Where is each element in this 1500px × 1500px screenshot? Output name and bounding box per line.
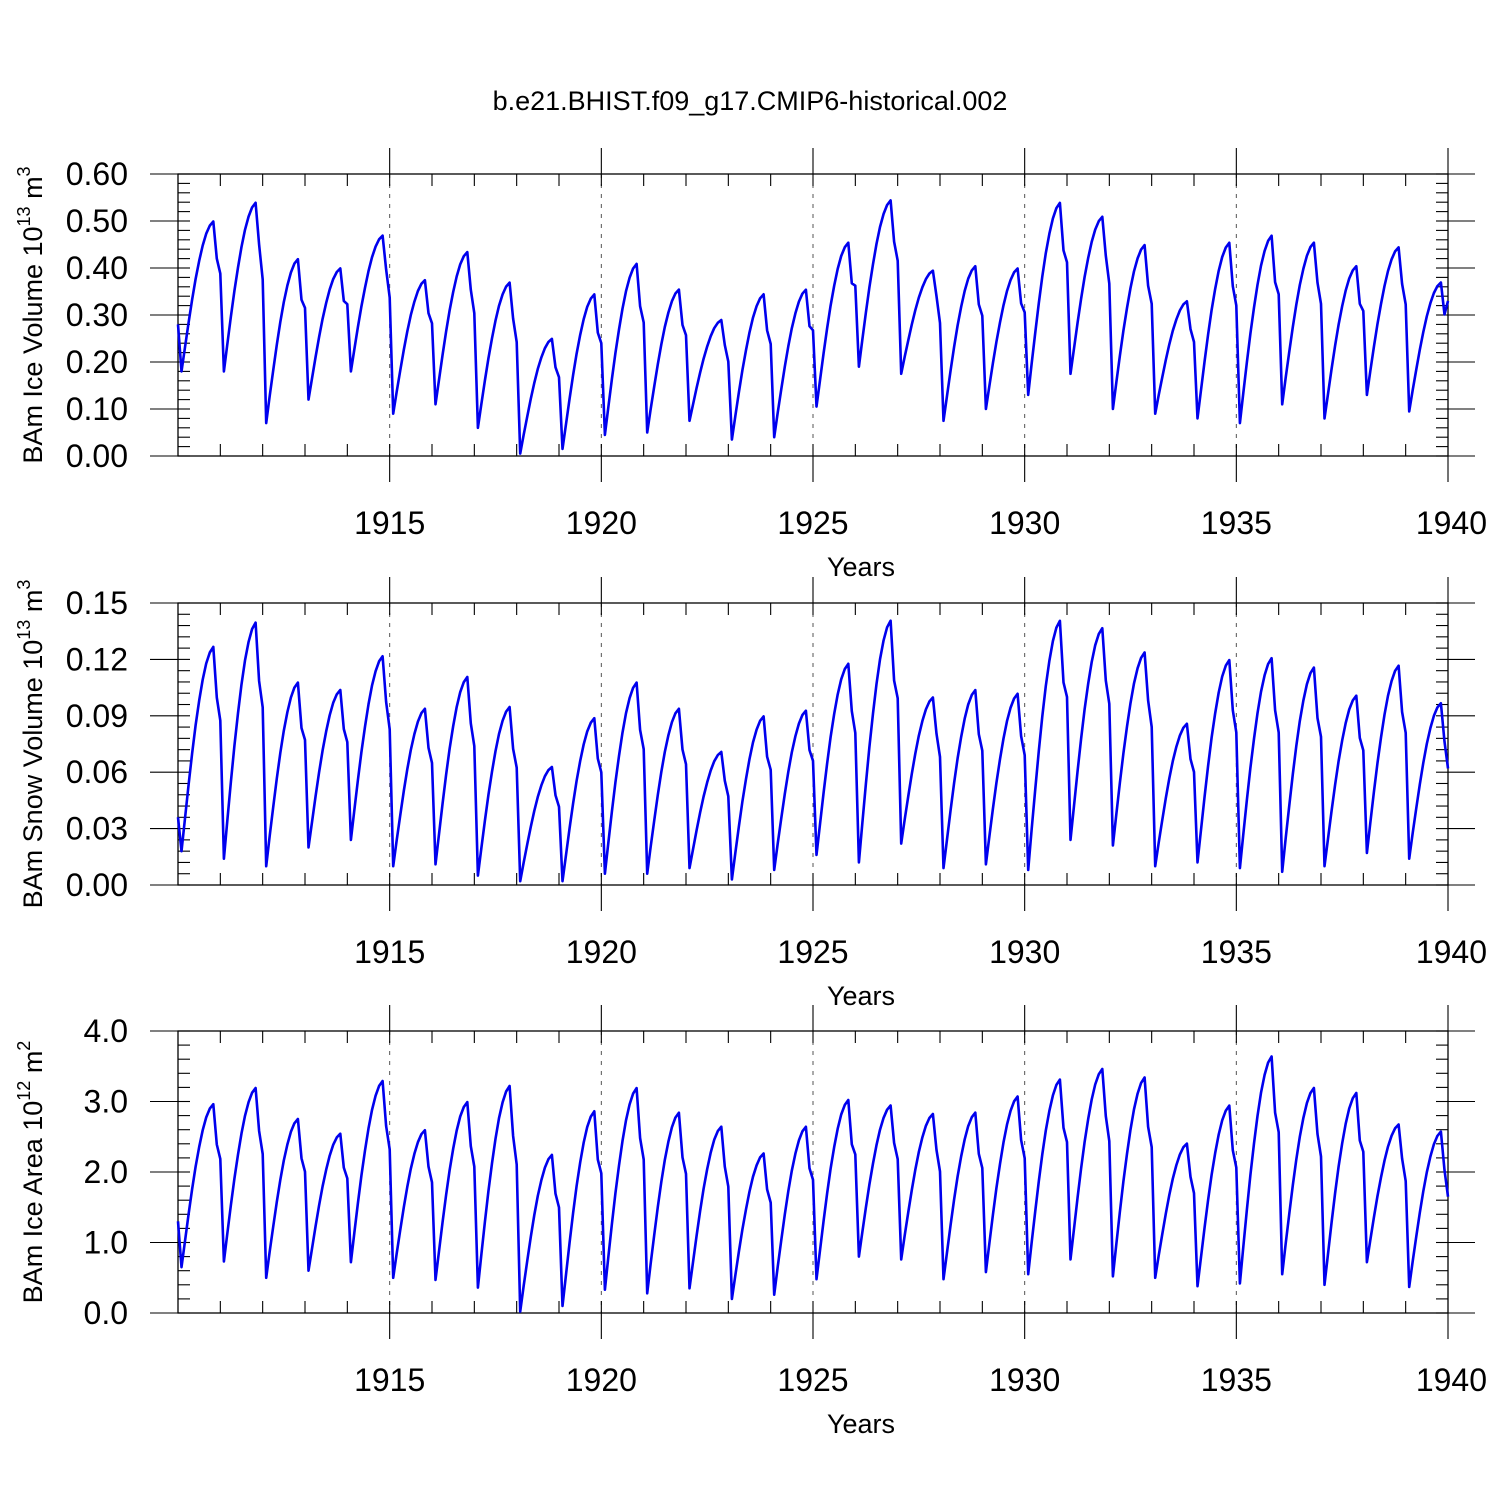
y-axis-label-unit-exponent: 3 bbox=[14, 580, 34, 590]
x-tick-label: 1940 bbox=[1416, 505, 1487, 541]
y-tick-label: 0.03 bbox=[66, 811, 128, 847]
y-tick-label: 0.12 bbox=[66, 641, 128, 677]
x-tick-label: 1925 bbox=[777, 505, 848, 541]
y-axis-label-exponent: 13 bbox=[14, 620, 34, 640]
y-axis-label-unit-exponent: 2 bbox=[14, 1041, 34, 1051]
x-tick-label: 1935 bbox=[1201, 505, 1272, 541]
x-tick-label: 1915 bbox=[354, 934, 425, 970]
y-tick-label: 0.0 bbox=[84, 1295, 128, 1331]
y-axis-label-exponent: 13 bbox=[14, 206, 34, 226]
x-tick-label: 1930 bbox=[989, 1362, 1060, 1398]
y-axis-label-exponent: 12 bbox=[14, 1081, 34, 1101]
series-line bbox=[176, 199, 1450, 455]
y-tick-label: 0.06 bbox=[66, 754, 128, 790]
y-tick-label: 0.40 bbox=[66, 250, 128, 286]
panel-snow-volume: 0.00 0.03 0.06 0.09 0.12 0.15 1915 1920 1925 1930… bbox=[14, 577, 1487, 1011]
x-axis-label: Years bbox=[827, 1409, 895, 1439]
y-tick-label: 0.09 bbox=[66, 698, 128, 734]
y-tick-label: 0.15 bbox=[66, 585, 128, 621]
x-tick-label: 1920 bbox=[566, 505, 637, 541]
y-tick-label: 0.20 bbox=[66, 344, 128, 380]
x-axis-label: Years bbox=[827, 981, 895, 1011]
y-tick-label: 0.60 bbox=[66, 156, 128, 192]
x-tick-label: 1930 bbox=[989, 505, 1060, 541]
y-tick-label: 0.10 bbox=[66, 391, 128, 427]
y-tick-label: 2.0 bbox=[84, 1154, 128, 1190]
x-tick-label: 1940 bbox=[1416, 934, 1487, 970]
y-axis-label-main: BAm Snow Volume 10 bbox=[18, 640, 48, 909]
x-tick-label: 1930 bbox=[989, 934, 1060, 970]
y-axis-label: BAm Ice Area 1012 m2 bbox=[14, 1041, 48, 1304]
series-line bbox=[176, 619, 1450, 883]
y-tick-label: 3.0 bbox=[84, 1084, 128, 1120]
y-tick-label: 0.30 bbox=[66, 297, 128, 333]
y-axis-label-main: BAm Ice Volume 10 bbox=[18, 226, 48, 463]
y-axis-label: BAm Ice Volume 1013 m3 bbox=[14, 166, 48, 463]
series-line bbox=[176, 1055, 1450, 1313]
x-tick-label: 1920 bbox=[566, 934, 637, 970]
panel-ice-volume: 0.00 0.10 0.20 0.30 0.40 0.50 0.60 1915 1920 1925… bbox=[14, 148, 1487, 582]
y-axis-label-unit-exponent: 3 bbox=[14, 166, 34, 176]
y-tick-label: 1.0 bbox=[84, 1225, 128, 1261]
x-tick-label: 1925 bbox=[777, 934, 848, 970]
y-tick-label: 4.0 bbox=[84, 1013, 128, 1049]
y-tick-label: 0.00 bbox=[66, 867, 128, 903]
x-tick-label: 1935 bbox=[1201, 934, 1272, 970]
x-tick-label: 1915 bbox=[354, 505, 425, 541]
x-tick-label: 1925 bbox=[777, 1362, 848, 1398]
y-axis-label: BAm Snow Volume 1013 m3 bbox=[14, 580, 48, 909]
x-axis-label: Years bbox=[827, 552, 895, 582]
x-tick-label: 1935 bbox=[1201, 1362, 1272, 1398]
y-axis-label-main: BAm Ice Area 10 bbox=[18, 1101, 48, 1304]
figure-title: b.e21.BHIST.f09_g17.CMIP6-historical.002 bbox=[493, 86, 1008, 116]
panel-ice-area: 0.0 1.0 2.0 3.0 4.0 1915 1920 1925 1930 1935 1940 Y… bbox=[14, 1005, 1487, 1439]
x-tick-label: 1915 bbox=[354, 1362, 425, 1398]
y-axis-label-unit: m bbox=[18, 590, 48, 620]
y-tick-label: 0.00 bbox=[66, 438, 128, 474]
x-tick-label: 1920 bbox=[566, 1362, 637, 1398]
y-axis-label-unit: m bbox=[18, 176, 48, 206]
x-tick-label: 1940 bbox=[1416, 1362, 1487, 1398]
y-tick-label: 0.50 bbox=[66, 203, 128, 239]
y-axis-label-unit: m bbox=[18, 1051, 48, 1081]
